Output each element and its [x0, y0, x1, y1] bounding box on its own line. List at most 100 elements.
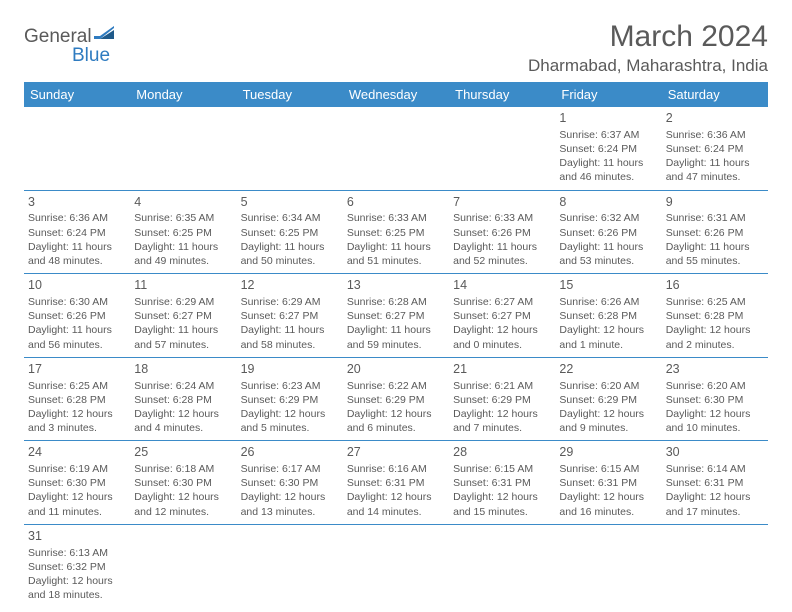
- calendar-cell: [237, 524, 343, 607]
- cell-line: Daylight: 11 hours: [666, 156, 764, 170]
- cell-line: and 48 minutes.: [28, 254, 126, 268]
- cell-line: Sunrise: 6:25 AM: [666, 295, 764, 309]
- day-number: 20: [347, 361, 445, 378]
- cell-line: Sunset: 6:31 PM: [453, 476, 551, 490]
- calendar-row: 31Sunrise: 6:13 AMSunset: 6:32 PMDayligh…: [24, 524, 768, 607]
- calendar-cell: 16Sunrise: 6:25 AMSunset: 6:28 PMDayligh…: [662, 274, 768, 358]
- cell-line: Daylight: 11 hours: [134, 323, 232, 337]
- brand-blue: Blue: [72, 45, 118, 67]
- cell-line: Daylight: 11 hours: [559, 156, 657, 170]
- calendar-cell: 5Sunrise: 6:34 AMSunset: 6:25 PMDaylight…: [237, 190, 343, 274]
- weekday-header: Thursday: [449, 82, 555, 107]
- calendar-cell: [449, 107, 555, 190]
- cell-line: Sunset: 6:29 PM: [453, 393, 551, 407]
- cell-line: Sunset: 6:25 PM: [347, 226, 445, 240]
- title-block: March 2024 Dharmabad, Maharashtra, India: [528, 20, 768, 76]
- cell-line: Sunrise: 6:28 AM: [347, 295, 445, 309]
- cell-line: Daylight: 11 hours: [241, 240, 339, 254]
- calendar-cell: 12Sunrise: 6:29 AMSunset: 6:27 PMDayligh…: [237, 274, 343, 358]
- day-number: 7: [453, 194, 551, 211]
- cell-line: Sunset: 6:28 PM: [666, 309, 764, 323]
- weekday-header: Sunday: [24, 82, 130, 107]
- cell-line: Sunset: 6:30 PM: [134, 476, 232, 490]
- cell-line: Daylight: 12 hours: [134, 407, 232, 421]
- cell-line: Sunset: 6:27 PM: [241, 309, 339, 323]
- day-number: 9: [666, 194, 764, 211]
- cell-line: Sunrise: 6:24 AM: [134, 379, 232, 393]
- calendar-cell: 20Sunrise: 6:22 AMSunset: 6:29 PMDayligh…: [343, 357, 449, 441]
- cell-line: and 46 minutes.: [559, 170, 657, 184]
- cell-line: and 4 minutes.: [134, 421, 232, 435]
- cell-line: Sunrise: 6:22 AM: [347, 379, 445, 393]
- cell-line: Daylight: 12 hours: [28, 407, 126, 421]
- cell-line: Daylight: 12 hours: [666, 490, 764, 504]
- cell-line: Sunset: 6:26 PM: [28, 309, 126, 323]
- calendar-cell: 25Sunrise: 6:18 AMSunset: 6:30 PMDayligh…: [130, 441, 236, 525]
- calendar-cell: 11Sunrise: 6:29 AMSunset: 6:27 PMDayligh…: [130, 274, 236, 358]
- calendar-cell: 14Sunrise: 6:27 AMSunset: 6:27 PMDayligh…: [449, 274, 555, 358]
- calendar-cell: 30Sunrise: 6:14 AMSunset: 6:31 PMDayligh…: [662, 441, 768, 525]
- cell-line: Sunset: 6:26 PM: [453, 226, 551, 240]
- cell-line: Daylight: 12 hours: [666, 407, 764, 421]
- weekday-header: Tuesday: [237, 82, 343, 107]
- cell-line: and 7 minutes.: [453, 421, 551, 435]
- cell-line: and 10 minutes.: [666, 421, 764, 435]
- calendar-cell: 22Sunrise: 6:20 AMSunset: 6:29 PMDayligh…: [555, 357, 661, 441]
- cell-line: and 6 minutes.: [347, 421, 445, 435]
- calendar-cell: 6Sunrise: 6:33 AMSunset: 6:25 PMDaylight…: [343, 190, 449, 274]
- cell-line: and 3 minutes.: [28, 421, 126, 435]
- weekday-header: Friday: [555, 82, 661, 107]
- calendar-row: 24Sunrise: 6:19 AMSunset: 6:30 PMDayligh…: [24, 441, 768, 525]
- cell-line: Sunrise: 6:17 AM: [241, 462, 339, 476]
- day-number: 3: [28, 194, 126, 211]
- cell-line: Sunset: 6:30 PM: [28, 476, 126, 490]
- cell-line: Sunrise: 6:25 AM: [28, 379, 126, 393]
- calendar-cell: 29Sunrise: 6:15 AMSunset: 6:31 PMDayligh…: [555, 441, 661, 525]
- cell-line: Sunset: 6:25 PM: [241, 226, 339, 240]
- cell-line: and 58 minutes.: [241, 338, 339, 352]
- day-number: 31: [28, 528, 126, 545]
- cell-line: Sunset: 6:27 PM: [453, 309, 551, 323]
- calendar-row: 1Sunrise: 6:37 AMSunset: 6:24 PMDaylight…: [24, 107, 768, 190]
- cell-line: and 17 minutes.: [666, 505, 764, 519]
- cell-line: Sunrise: 6:15 AM: [453, 462, 551, 476]
- cell-line: Sunrise: 6:32 AM: [559, 211, 657, 225]
- cell-line: Daylight: 12 hours: [134, 490, 232, 504]
- cell-line: and 51 minutes.: [347, 254, 445, 268]
- cell-line: Sunset: 6:31 PM: [559, 476, 657, 490]
- calendar-cell: [662, 524, 768, 607]
- day-number: 2: [666, 110, 764, 127]
- cell-line: Daylight: 12 hours: [453, 490, 551, 504]
- calendar-cell: 10Sunrise: 6:30 AMSunset: 6:26 PMDayligh…: [24, 274, 130, 358]
- cell-line: Sunset: 6:30 PM: [666, 393, 764, 407]
- cell-line: Daylight: 12 hours: [28, 574, 126, 588]
- day-number: 1: [559, 110, 657, 127]
- cell-line: and 47 minutes.: [666, 170, 764, 184]
- calendar-cell: 9Sunrise: 6:31 AMSunset: 6:26 PMDaylight…: [662, 190, 768, 274]
- cell-line: Sunrise: 6:33 AM: [347, 211, 445, 225]
- cell-line: and 49 minutes.: [134, 254, 232, 268]
- calendar-cell: [555, 524, 661, 607]
- day-number: 26: [241, 444, 339, 461]
- cell-line: Sunset: 6:24 PM: [559, 142, 657, 156]
- cell-line: Sunrise: 6:29 AM: [134, 295, 232, 309]
- calendar-cell: 18Sunrise: 6:24 AMSunset: 6:28 PMDayligh…: [130, 357, 236, 441]
- cell-line: Sunrise: 6:36 AM: [28, 211, 126, 225]
- cell-line: Sunrise: 6:21 AM: [453, 379, 551, 393]
- calendar-cell: 2Sunrise: 6:36 AMSunset: 6:24 PMDaylight…: [662, 107, 768, 190]
- calendar-cell: 24Sunrise: 6:19 AMSunset: 6:30 PMDayligh…: [24, 441, 130, 525]
- cell-line: Sunset: 6:29 PM: [347, 393, 445, 407]
- calendar-cell: 28Sunrise: 6:15 AMSunset: 6:31 PMDayligh…: [449, 441, 555, 525]
- weekday-header: Wednesday: [343, 82, 449, 107]
- cell-line: and 55 minutes.: [666, 254, 764, 268]
- cell-line: and 5 minutes.: [241, 421, 339, 435]
- cell-line: Sunrise: 6:26 AM: [559, 295, 657, 309]
- cell-line: Sunrise: 6:13 AM: [28, 546, 126, 560]
- calendar-cell: 3Sunrise: 6:36 AMSunset: 6:24 PMDaylight…: [24, 190, 130, 274]
- cell-line: and 0 minutes.: [453, 338, 551, 352]
- cell-line: Daylight: 11 hours: [347, 323, 445, 337]
- cell-line: Sunset: 6:24 PM: [666, 142, 764, 156]
- day-number: 29: [559, 444, 657, 461]
- day-number: 19: [241, 361, 339, 378]
- cell-line: Sunrise: 6:31 AM: [666, 211, 764, 225]
